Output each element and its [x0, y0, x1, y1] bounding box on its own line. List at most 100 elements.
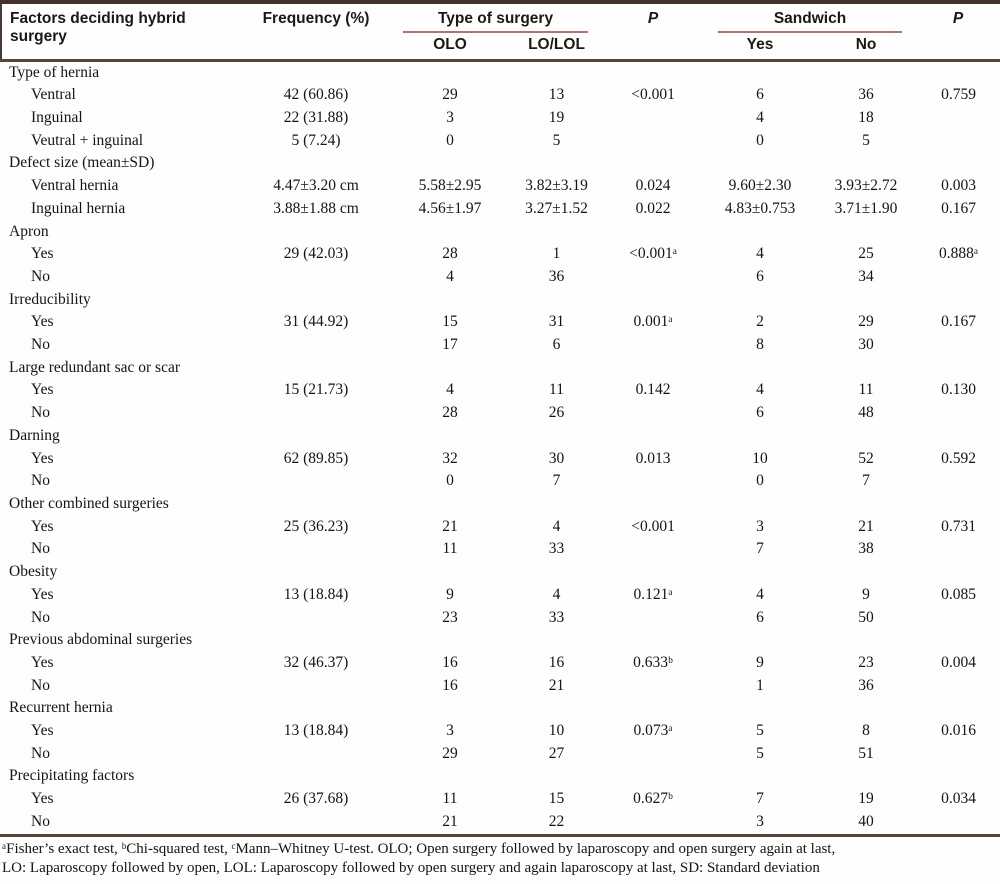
- value-cell: [602, 765, 704, 788]
- table-row: Veutral + inguinal 5 (7.24) 0 5 0 5: [1, 130, 1000, 153]
- value-cell: [602, 289, 704, 312]
- value-cell: [602, 607, 704, 630]
- value-cell: 31: [548, 313, 565, 331]
- section-label: Darning: [9, 426, 60, 444]
- value-cell: 0.003: [941, 177, 976, 195]
- section-label: Other combined surgeries: [9, 494, 169, 512]
- value-cell: [916, 743, 1000, 766]
- value-cell: 11: [442, 540, 458, 558]
- section-row: Recurrent hernia: [1, 697, 1000, 720]
- table-row: No 16 21 1 36: [1, 675, 1000, 698]
- table-row: Yes 15 (21.73) 4 11 0.142 4 11 0.130: [1, 379, 1000, 402]
- factor-label: Yes: [31, 449, 54, 467]
- value-cell: 13 (18.84): [283, 722, 349, 740]
- value-cell: [511, 221, 602, 244]
- factor-label: Inguinal hernia: [31, 199, 126, 217]
- value-cell: [243, 402, 389, 425]
- factor-label: Yes: [31, 585, 54, 603]
- value-cell: [816, 425, 916, 448]
- value-cell: [916, 629, 1000, 652]
- value-cell: 6: [756, 404, 764, 422]
- value-cell: 6: [756, 86, 764, 104]
- value-cell: 21: [858, 517, 874, 535]
- value-cell: 6: [756, 267, 764, 285]
- value-cell: [243, 266, 389, 289]
- sandwich-group-label: Sandwich: [718, 10, 903, 33]
- value-cell: 3: [446, 109, 454, 127]
- factor-label: No: [31, 472, 50, 490]
- value-cell: 11: [442, 790, 458, 808]
- value-cell: [511, 765, 602, 788]
- value-cell: 27: [548, 744, 565, 762]
- value-cell: [916, 425, 1000, 448]
- table-row: No 4 36 6 34: [1, 266, 1000, 289]
- value-cell: [243, 538, 389, 561]
- value-cell: 4: [756, 381, 764, 399]
- value-cell: [243, 765, 389, 788]
- table-row: No 21 22 3 40: [1, 811, 1000, 834]
- value-cell: 36: [858, 86, 874, 104]
- value-cell: 0.731: [941, 517, 976, 535]
- value-cell: 21: [548, 676, 565, 694]
- value-cell: 11: [858, 381, 874, 399]
- value-cell: 3.88±1.88 cm: [273, 199, 359, 217]
- value-cell: 16: [442, 676, 458, 694]
- table-row: No 17 6 8 30: [1, 334, 1000, 357]
- value-cell: 16: [442, 653, 458, 671]
- value-cell: [389, 493, 511, 516]
- value-cell: [602, 334, 704, 357]
- value-cell: [916, 221, 1000, 244]
- value-cell: 0.085: [941, 585, 976, 603]
- value-cell: 13: [548, 86, 565, 104]
- value-cell: 0.167: [941, 199, 976, 217]
- value-cell: [816, 561, 916, 584]
- value-cell: 23: [858, 653, 874, 671]
- factor-label: No: [31, 404, 50, 422]
- value-cell: 0: [756, 472, 764, 490]
- table-header: Factors deciding hybrid surgery Frequenc…: [0, 2, 1000, 61]
- value-cell: 5: [756, 744, 764, 762]
- value-cell: 0.592: [941, 449, 976, 467]
- value-cell: 0.004: [941, 653, 976, 671]
- value-cell: [602, 266, 704, 289]
- value-cell: 1: [552, 245, 561, 263]
- value-cell: [243, 425, 389, 448]
- value-cell: 7: [756, 540, 764, 558]
- header-row-sub: OLO LO/LOL Yes No: [1, 33, 1000, 60]
- value-cell: 0.013: [635, 449, 671, 467]
- table-footnote: ᵃFisher’s exact test, ᵇChi-squared test,…: [0, 833, 1000, 884]
- section-row: Type of hernia: [1, 58, 1000, 85]
- value-cell: 38: [858, 540, 874, 558]
- table-row: No 29 27 5 51: [1, 743, 1000, 766]
- value-cell: 0.888ᵃ: [938, 245, 979, 263]
- value-cell: 36: [548, 267, 565, 285]
- factor-label: No: [31, 676, 50, 694]
- value-cell: [389, 629, 511, 652]
- value-cell: 5: [552, 131, 561, 149]
- value-cell: [602, 425, 704, 448]
- value-cell: 15: [548, 790, 565, 808]
- value-cell: 7: [756, 790, 764, 808]
- value-cell: 25: [858, 245, 874, 263]
- value-cell: 33: [548, 540, 565, 558]
- table-row: Inguinal hernia 3.88±1.88 cm 4.56±1.97 3.27…: [1, 198, 1000, 221]
- value-cell: 17: [442, 336, 458, 354]
- factor-label: Yes: [31, 653, 54, 671]
- value-cell: [602, 743, 704, 766]
- value-cell: 6: [756, 608, 764, 626]
- section-row: Irreducibility: [1, 289, 1000, 312]
- value-cell: [389, 425, 511, 448]
- table-row: Yes 25 (36.23) 21 4 <0.001 3 21 0.731: [1, 516, 1000, 539]
- value-cell: 4: [756, 245, 764, 263]
- value-cell: 0.034: [941, 790, 976, 808]
- type-of-surgery-group-label: Type of surgery: [403, 10, 589, 33]
- value-cell: 4: [446, 381, 454, 399]
- col-header-factors: Factors deciding hybrid surgery: [0, 2, 243, 61]
- value-cell: 42 (60.86): [283, 86, 349, 104]
- value-cell: [916, 130, 1000, 153]
- value-cell: [916, 561, 1000, 584]
- section-label: Recurrent hernia: [9, 699, 113, 717]
- factor-label: No: [31, 336, 50, 354]
- section-label: Obesity: [9, 563, 58, 581]
- value-cell: [916, 289, 1000, 312]
